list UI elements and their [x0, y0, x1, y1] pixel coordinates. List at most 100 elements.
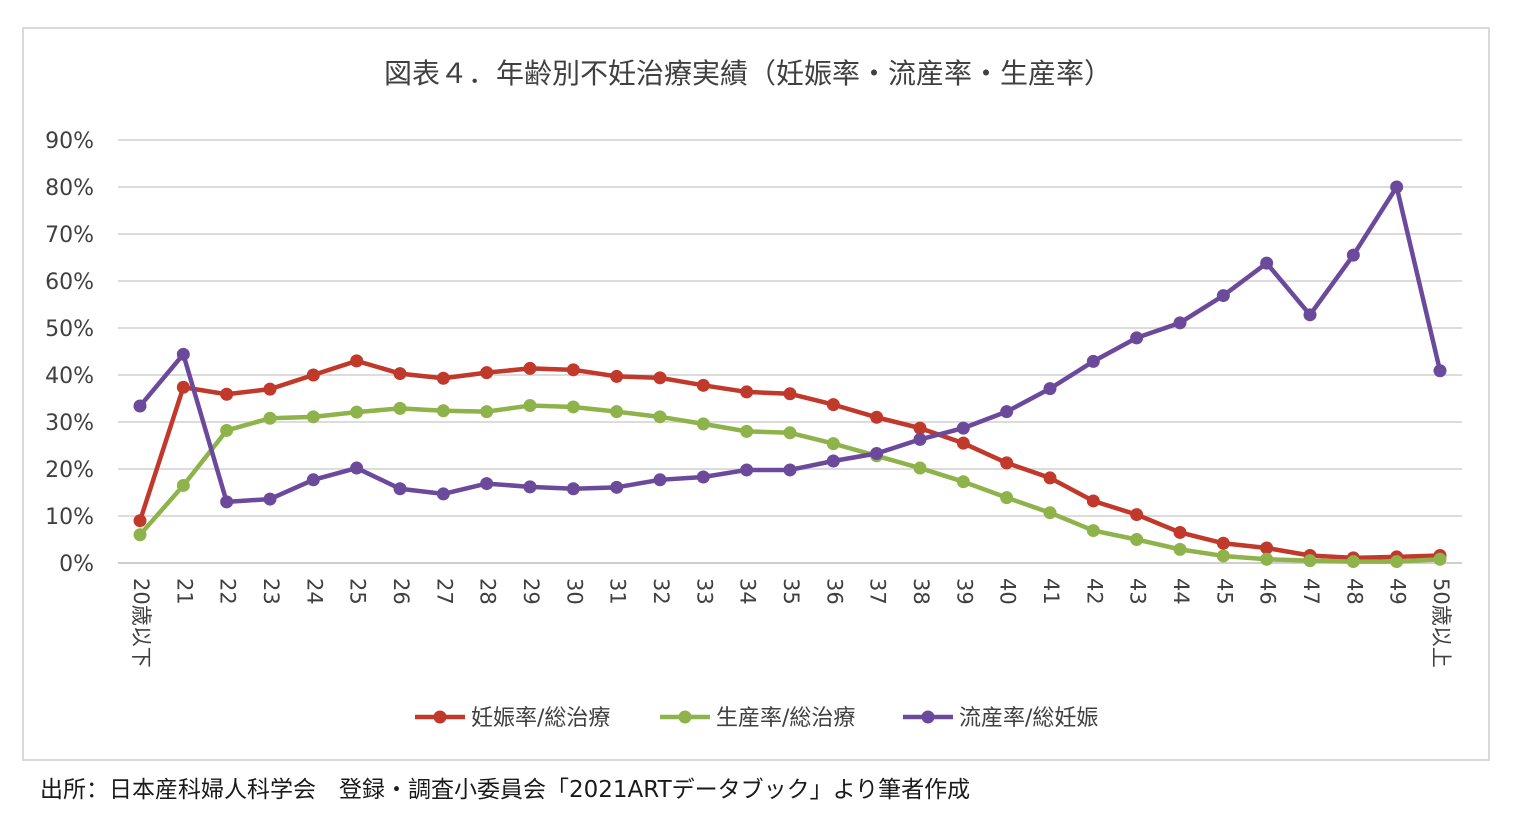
- data-point: [826, 398, 840, 412]
- data-point: [740, 463, 754, 477]
- data-point: [913, 461, 927, 475]
- x-tick-label: 47: [1299, 578, 1323, 605]
- data-point: [176, 478, 190, 492]
- data-point: [653, 371, 667, 385]
- data-point: [263, 382, 277, 396]
- x-tick-label: 21: [172, 578, 196, 605]
- legend-label: 妊娠率/総治療: [471, 706, 610, 731]
- gridlines: [118, 139, 1462, 517]
- data-point: [740, 424, 754, 438]
- data-point: [610, 480, 624, 494]
- x-tick-label: 23: [259, 578, 283, 605]
- x-tick-label: 22: [216, 578, 240, 605]
- data-point: [1130, 533, 1144, 546]
- data-point: [1130, 331, 1144, 345]
- data-point: [1260, 552, 1274, 566]
- data-point: [220, 495, 234, 509]
- data-point: [1303, 554, 1317, 568]
- x-tick-label: 34: [736, 578, 760, 605]
- source-note: 出所：日本産科婦人科学会 登録・調査小委員会「2021ARTデータブック」より筆…: [40, 777, 971, 803]
- legend-label: 流産率/総妊娠: [959, 706, 1098, 731]
- x-tick-label: 49: [1386, 578, 1410, 605]
- y-tick-label: 30%: [45, 411, 94, 436]
- legend-swatch-marker: [433, 710, 447, 724]
- data-point: [1346, 555, 1360, 569]
- data-point: [393, 367, 407, 381]
- data-point: [1173, 525, 1187, 539]
- data-point: [436, 371, 450, 385]
- data-point: [610, 369, 624, 383]
- x-tick-label: 37: [866, 578, 890, 605]
- x-tick-label: 29: [519, 578, 543, 605]
- data-point: [480, 366, 494, 380]
- data-point: [523, 361, 537, 375]
- data-point: [1216, 289, 1230, 303]
- data-point: [913, 432, 927, 446]
- legend: 妊娠率/総治療 生産率/総治療 流産率/総妊娠: [415, 706, 1098, 731]
- x-axis-ticks: 20歳以下 21 22 23 24 25 26 27 28 29 30 31 32 33 34 35 36 37 3…: [129, 578, 1453, 668]
- data-point: [393, 482, 407, 496]
- data-point: [653, 473, 667, 487]
- chart-title: 図表４．年齢別不妊治療実績（妊娠率・流産率・生産率）: [384, 57, 1112, 90]
- data-point: [1260, 256, 1274, 270]
- x-tick-label: 50歳以上: [1429, 578, 1453, 668]
- data-point: [1173, 542, 1187, 556]
- x-tick-label: 46: [1256, 578, 1280, 605]
- x-tick-label: 41: [1039, 578, 1063, 605]
- data-point: [566, 400, 580, 414]
- data-point: [133, 399, 147, 413]
- data-point: [133, 514, 147, 528]
- x-tick-label: 20歳以下: [129, 578, 153, 668]
- data-point: [1433, 552, 1447, 566]
- data-point: [436, 487, 450, 501]
- y-tick-label: 40%: [45, 364, 94, 389]
- legend-label: 生産率/総治療: [716, 706, 855, 731]
- y-tick-label: 10%: [45, 505, 94, 530]
- data-point: [1000, 456, 1014, 470]
- data-point: [1043, 506, 1057, 520]
- data-point: [133, 528, 147, 542]
- data-point: [696, 417, 710, 431]
- data-point: [1043, 471, 1057, 485]
- data-point: [1173, 316, 1187, 330]
- y-tick-label: 80%: [45, 176, 94, 201]
- data-point: [870, 446, 884, 460]
- data-point: [1390, 180, 1404, 194]
- data-point: [740, 385, 754, 399]
- x-tick-label: 36: [822, 578, 846, 605]
- x-tick-label: 45: [1212, 578, 1236, 605]
- data-point: [1086, 524, 1100, 538]
- data-point: [306, 473, 320, 487]
- data-point: [870, 410, 884, 424]
- data-point: [1086, 494, 1100, 508]
- series-layer: [133, 180, 1447, 569]
- data-point: [176, 347, 190, 361]
- data-point: [956, 475, 970, 489]
- data-point: [566, 363, 580, 377]
- x-tick-label: 30: [562, 578, 586, 605]
- x-tick-label: 39: [952, 578, 976, 605]
- data-point: [826, 454, 840, 468]
- data-point: [350, 461, 364, 475]
- data-point: [1216, 536, 1230, 550]
- data-point: [393, 401, 407, 415]
- x-tick-label: 33: [692, 578, 716, 605]
- data-point: [1433, 364, 1447, 378]
- x-tick-label: 48: [1342, 578, 1366, 605]
- data-point: [1000, 405, 1014, 419]
- y-tick-label: 90%: [45, 129, 94, 154]
- x-tick-label: 28: [476, 578, 500, 605]
- data-point: [1216, 549, 1230, 563]
- data-point: [956, 421, 970, 435]
- x-tick-label: 40: [996, 578, 1020, 605]
- data-point: [956, 436, 970, 450]
- data-point: [480, 405, 494, 419]
- data-point: [1390, 555, 1404, 569]
- data-point: [350, 405, 364, 419]
- data-point: [220, 387, 234, 401]
- x-tick-label: 27: [432, 578, 456, 605]
- x-tick-label: 31: [606, 578, 630, 605]
- data-point: [610, 405, 624, 419]
- data-point: [653, 410, 667, 424]
